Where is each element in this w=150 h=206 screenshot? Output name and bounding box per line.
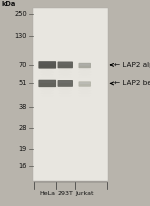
Text: 28: 28 xyxy=(18,125,27,131)
Text: 293T: 293T xyxy=(57,191,73,195)
Text: ← LAP2 beta: ← LAP2 beta xyxy=(111,80,150,87)
Text: 130: 130 xyxy=(15,33,27,39)
Text: 70: 70 xyxy=(18,62,27,68)
FancyBboxPatch shape xyxy=(80,64,90,66)
FancyBboxPatch shape xyxy=(58,61,73,68)
Text: 250: 250 xyxy=(14,11,27,18)
Text: ← LAP2 alpha: ← LAP2 alpha xyxy=(111,62,150,68)
FancyBboxPatch shape xyxy=(39,81,55,83)
FancyBboxPatch shape xyxy=(80,82,90,84)
FancyBboxPatch shape xyxy=(39,62,55,64)
FancyBboxPatch shape xyxy=(38,80,56,87)
FancyBboxPatch shape xyxy=(59,62,72,65)
Text: HeLa: HeLa xyxy=(39,191,55,195)
FancyBboxPatch shape xyxy=(79,63,91,68)
Text: 16: 16 xyxy=(19,163,27,169)
Bar xyxy=(33,8,108,181)
Text: 19: 19 xyxy=(19,146,27,152)
FancyBboxPatch shape xyxy=(38,61,56,69)
FancyBboxPatch shape xyxy=(59,81,72,83)
FancyBboxPatch shape xyxy=(58,80,73,87)
Text: 38: 38 xyxy=(19,104,27,110)
Text: kDa: kDa xyxy=(2,1,16,7)
Text: 51: 51 xyxy=(19,80,27,87)
Text: Jurkat: Jurkat xyxy=(75,191,94,195)
FancyBboxPatch shape xyxy=(79,81,91,87)
